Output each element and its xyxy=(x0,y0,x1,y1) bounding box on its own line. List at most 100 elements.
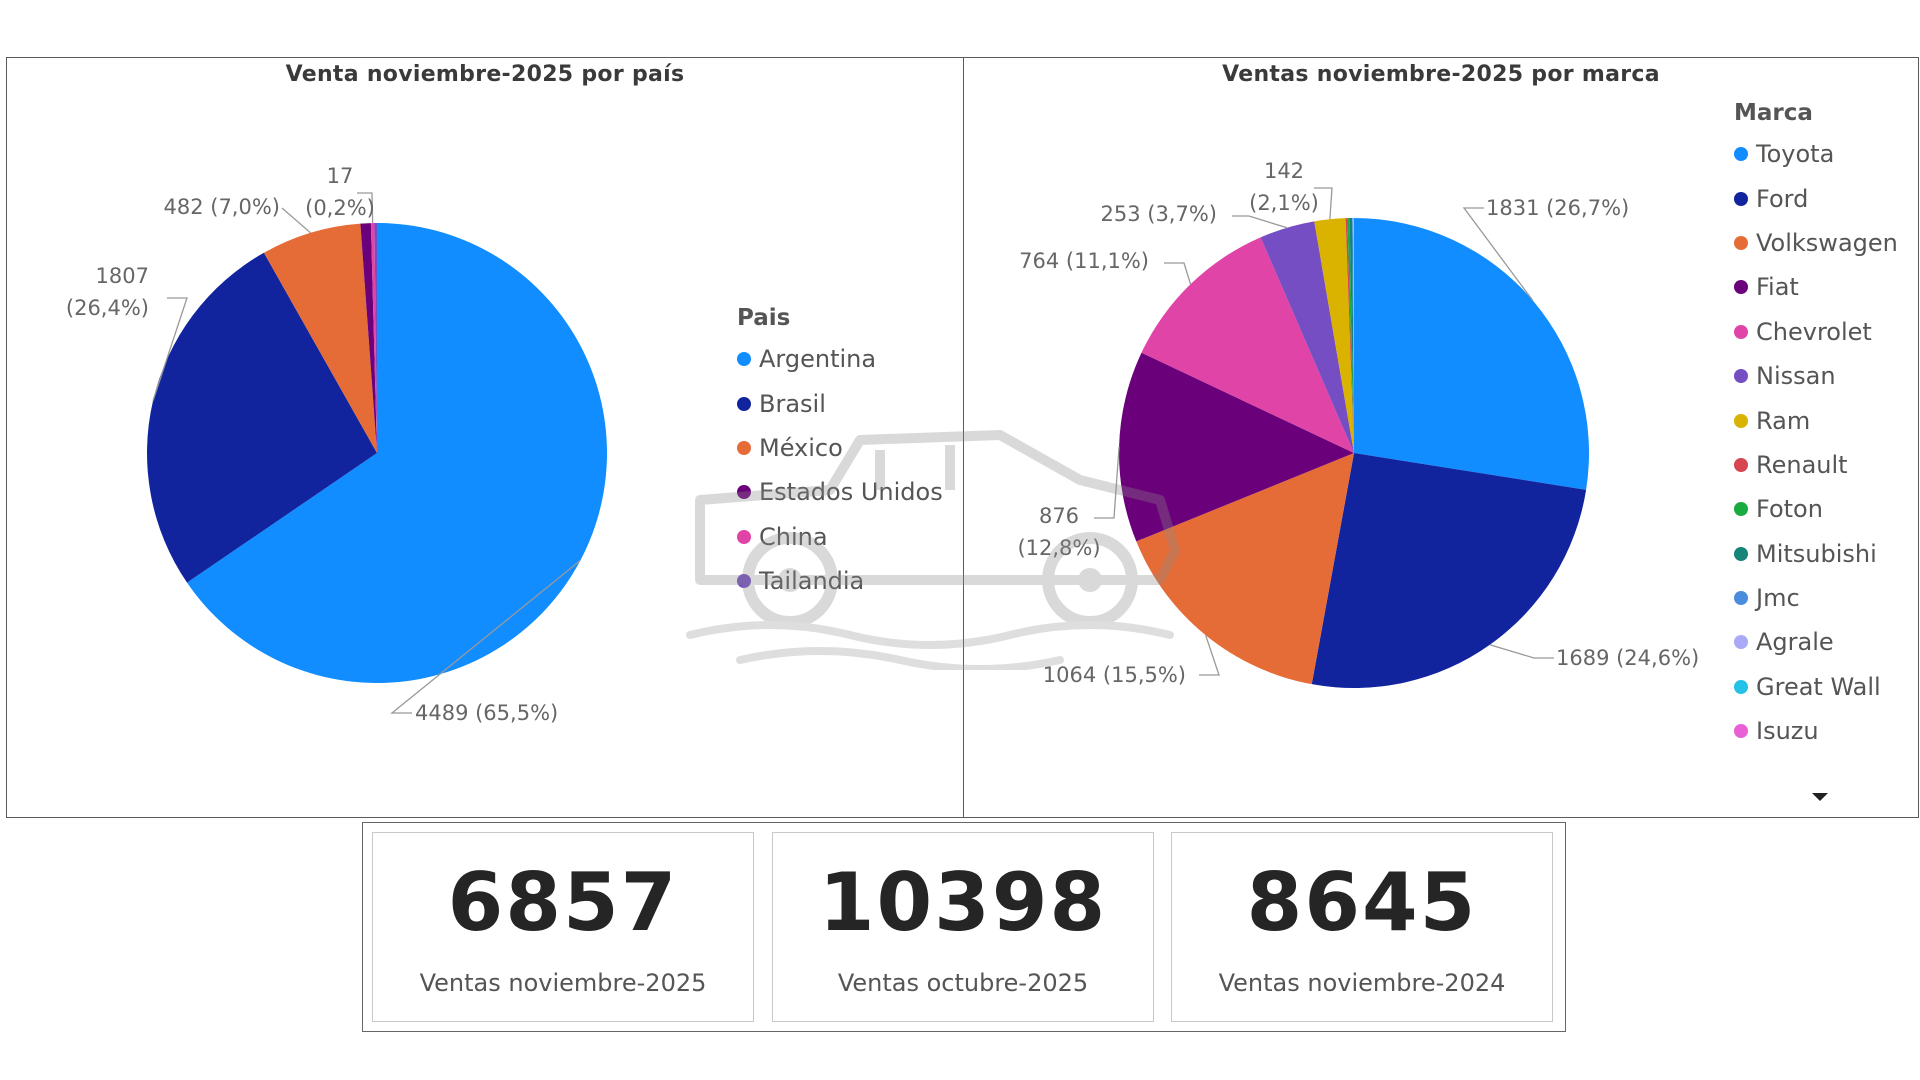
legend-swatch-icon xyxy=(1734,369,1748,384)
brand-legend-item-chevrolet[interactable]: Chevrolet xyxy=(1734,310,1898,354)
brand-legend-item-ram[interactable]: Ram xyxy=(1734,398,1898,442)
country-legend-item-brasil[interactable]: Brasil xyxy=(737,381,943,425)
country-pie-chart: 4489 (65,5%) 1807 (26,4%) 482 (7,0%) 17 (0,2%… xyxy=(66,164,607,725)
legend-swatch-icon xyxy=(1734,191,1748,206)
country-data-label-china: 17 (0,2%) xyxy=(305,164,375,220)
brand-chart-panel: Ventas noviembre-2025 por marca 1831 (26… xyxy=(963,57,1919,818)
country-leader-line xyxy=(357,192,374,224)
brand-legend-item-toyota[interactable]: Toyota xyxy=(1734,132,1898,176)
legend-label: Volkswagen xyxy=(1756,228,1898,257)
brand-legend-item-jmc[interactable]: Jmc xyxy=(1734,576,1898,620)
brand-slice-nissan[interactable] xyxy=(1260,221,1354,453)
country-chart-panel: Venta noviembre-2025 por país 4489 (65,5… xyxy=(6,57,964,818)
country-legend-item-argentina[interactable]: Argentina xyxy=(737,337,943,381)
brand-slice-ford[interactable] xyxy=(1311,453,1587,689)
country-legend-item-estados-unidos[interactable]: Estados Unidos xyxy=(737,470,943,514)
country-legend-item-tailandia[interactable]: Tailandia xyxy=(737,559,943,603)
legend-label: Chevrolet xyxy=(1756,317,1872,346)
brand-legend-item-agrale[interactable]: Agrale xyxy=(1734,620,1898,664)
country-legend-item-mexico[interactable]: México xyxy=(737,426,943,470)
brand-legend-item-isuzu[interactable]: Isuzu xyxy=(1734,709,1898,753)
legend-swatch-icon xyxy=(737,352,751,367)
country-slice-tailandia[interactable] xyxy=(374,223,377,453)
legend-swatch-icon xyxy=(1734,457,1748,472)
brand-data-label-nissan: 253 (3,7%) xyxy=(1101,202,1218,226)
legend-swatch-icon xyxy=(1734,502,1748,517)
kpi-card-nov-2025: 6857 Ventas noviembre-2025 xyxy=(372,832,754,1022)
kpi-strip: 6857 Ventas noviembre-2025 10398 Ventas … xyxy=(362,822,1566,1032)
brand-slice-toyota[interactable] xyxy=(1354,218,1589,490)
brand-legend-item-volkswagen[interactable]: Volkswagen xyxy=(1734,221,1898,265)
brand-slice-foton[interactable] xyxy=(1347,218,1354,453)
brand-legend-item-nissan[interactable]: Nissan xyxy=(1734,354,1898,398)
brand-slice-mitsubishi[interactable] xyxy=(1349,218,1354,453)
legend-label: Ford xyxy=(1756,184,1809,213)
legend-swatch-icon xyxy=(737,529,751,544)
kpi-label: Ventas octubre-2025 xyxy=(837,969,1089,997)
country-legend-title: Pais xyxy=(737,305,791,331)
legend-label: México xyxy=(759,433,843,462)
brand-legend-item-mitsubishi[interactable]: Mitsubishi xyxy=(1734,532,1898,576)
country-slice-china[interactable] xyxy=(370,223,377,453)
brand-slice-renault[interactable] xyxy=(1345,218,1354,453)
brand-data-label-fiat: 876 (12,8%) xyxy=(1017,504,1100,560)
legend-swatch-icon xyxy=(1734,679,1748,694)
truck-watermark-logo xyxy=(686,430,1180,670)
country-slice-estados-unidos[interactable] xyxy=(360,223,377,453)
brand-legend-item-great-wall[interactable]: Great Wall xyxy=(1734,665,1898,709)
country-data-label-argentina: 4489 (65,5%) xyxy=(415,701,558,725)
country-leader-line xyxy=(152,297,188,402)
brand-leader-line xyxy=(1314,187,1333,220)
brand-slice-volkswagen[interactable] xyxy=(1136,453,1354,685)
kpi-value: 10398 xyxy=(818,856,1108,949)
kpi-value: 8645 xyxy=(1246,856,1478,949)
legend-label: Renault xyxy=(1756,450,1848,479)
legend-label: Foton xyxy=(1756,495,1823,524)
legend-swatch-icon xyxy=(1734,724,1748,739)
brand-data-label-toyota: 1831 (26,7%) xyxy=(1486,196,1629,220)
country-data-label-mexico: 482 (7,0%) xyxy=(164,195,281,219)
brand-legend: Marca Toyota Ford Volkswagen Fiat Chevrolet N… xyxy=(1734,100,1898,753)
country-legend-item-china[interactable]: China xyxy=(737,515,943,559)
brand-slice-fiat[interactable] xyxy=(1119,352,1354,542)
country-slice-brasil[interactable] xyxy=(146,252,377,583)
kpi-label: Ventas noviembre-2024 xyxy=(1218,969,1506,997)
legend-label: Brasil xyxy=(759,389,826,418)
legend-label: Agrale xyxy=(1756,628,1834,657)
country-leader-line xyxy=(281,207,311,234)
brand-leader-line xyxy=(1199,635,1220,676)
legend-label: Isuzu xyxy=(1756,717,1819,746)
legend-swatch-icon xyxy=(737,440,751,455)
brand-slice-ram[interactable] xyxy=(1314,218,1354,453)
brand-legend-item-fiat[interactable]: Fiat xyxy=(1734,265,1898,309)
legend-label: Argentina xyxy=(759,345,877,374)
legend-swatch-icon xyxy=(737,485,751,500)
kpi-card-nov-2024: 8645 Ventas noviembre-2024 xyxy=(1171,832,1553,1022)
brand-legend-item-ford[interactable]: Ford xyxy=(1734,176,1898,220)
brand-legend-item-renault[interactable]: Renault xyxy=(1734,443,1898,487)
legend-swatch-icon xyxy=(737,574,751,589)
brand-leader-line xyxy=(1462,207,1534,301)
legend-scroll-down-icon[interactable] xyxy=(1812,793,1828,801)
brand-leader-line xyxy=(1164,262,1192,285)
legend-label: Fiat xyxy=(1756,273,1799,302)
legend-label: Mitsubishi xyxy=(1756,539,1877,568)
legend-label: Nissan xyxy=(1756,362,1836,391)
legend-swatch-icon xyxy=(1734,591,1748,606)
brand-legend-item-foton[interactable]: Foton xyxy=(1734,487,1898,531)
brand-legend-title: Marca xyxy=(1734,100,1813,126)
brand-data-label-ford: 1689 (24,6%) xyxy=(1556,646,1699,670)
legend-label: Jmc xyxy=(1756,584,1800,613)
legend-swatch-icon xyxy=(1734,235,1748,250)
legend-swatch-icon xyxy=(737,396,751,411)
brand-slice-jmc[interactable] xyxy=(1352,218,1354,453)
brand-slice-chevrolet[interactable] xyxy=(1141,237,1354,453)
country-slice-mexico[interactable] xyxy=(263,223,377,453)
legend-swatch-icon xyxy=(1734,324,1748,339)
country-chart-title: Venta noviembre-2025 por país xyxy=(285,62,685,87)
legend-swatch-icon xyxy=(1734,280,1748,295)
legend-swatch-icon xyxy=(1734,413,1748,428)
country-slice-argentina[interactable] xyxy=(187,223,607,683)
legend-swatch-icon xyxy=(1734,546,1748,561)
brand-data-label-chevrolet: 764 (11,1%) xyxy=(1019,249,1149,273)
